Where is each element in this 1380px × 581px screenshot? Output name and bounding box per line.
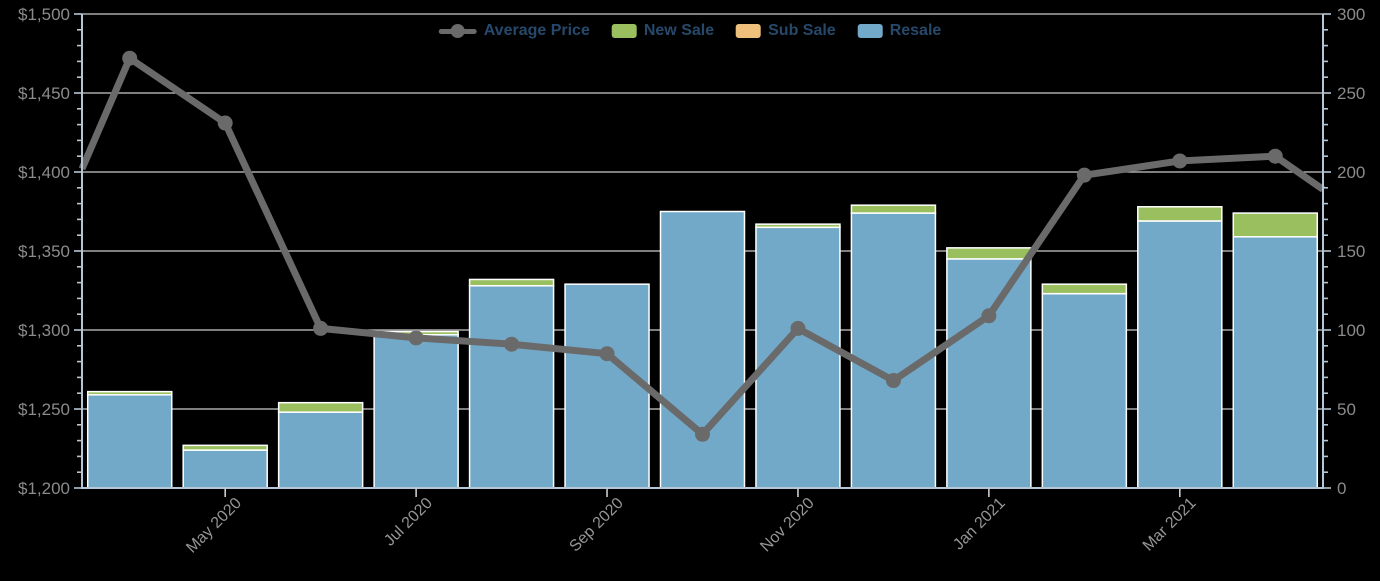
new-sale-bar-segment[interactable] bbox=[1232, 212, 1319, 238]
resale-bar-segment[interactable] bbox=[1232, 236, 1319, 489]
average-price-marker[interactable] bbox=[1267, 148, 1283, 164]
new-sale-bar-segment[interactable] bbox=[755, 223, 841, 229]
average-price-marker[interactable] bbox=[790, 320, 806, 336]
resale-bar-segment[interactable] bbox=[946, 258, 1032, 489]
new-sale-bar-segment[interactable] bbox=[277, 401, 364, 413]
legend-label-sub-sale: Sub Sale bbox=[768, 22, 836, 39]
legend-label-resale: Resale bbox=[889, 22, 942, 39]
average-price-marker[interactable] bbox=[217, 115, 233, 131]
average-price-line-icon bbox=[438, 23, 477, 39]
left-axis-label: $1,300 bbox=[18, 321, 70, 340]
resale-bar-segment[interactable] bbox=[277, 411, 364, 489]
average-price-marker[interactable] bbox=[695, 426, 710, 442]
average-price-marker[interactable] bbox=[885, 373, 901, 389]
right-axis-label: 250 bbox=[1337, 84, 1365, 103]
right-axis-label: 100 bbox=[1337, 321, 1365, 340]
legend-item-new-sale[interactable]: New Sale bbox=[611, 22, 715, 40]
right-axis-label: 50 bbox=[1337, 400, 1356, 419]
new-sale-bar-segment[interactable] bbox=[946, 247, 1032, 260]
x-axis-label: Jan 2021 bbox=[950, 495, 1009, 554]
average-price-marker[interactable] bbox=[408, 330, 424, 346]
sub-sale-swatch-icon bbox=[736, 24, 762, 38]
resale-bar-segment[interactable] bbox=[468, 285, 555, 489]
new-sale-bar-segment[interactable] bbox=[182, 444, 268, 451]
x-axis-label: Mar 2021 bbox=[1140, 495, 1200, 555]
legend-item-resale[interactable]: Resale bbox=[857, 22, 942, 40]
x-axis-label: Sep 2020 bbox=[566, 495, 627, 556]
resale-swatch-icon bbox=[857, 24, 883, 38]
right-axis-label: 0 bbox=[1337, 479, 1346, 498]
new-sale-swatch-icon bbox=[611, 24, 637, 38]
resale-bar-segment[interactable] bbox=[1041, 292, 1128, 489]
average-price-marker[interactable] bbox=[504, 336, 520, 352]
left-axis-label: $1,200 bbox=[18, 479, 70, 498]
resale-bar-segment[interactable] bbox=[659, 210, 746, 489]
average-price-marker[interactable] bbox=[313, 320, 329, 336]
resale-bar-segment[interactable] bbox=[86, 394, 173, 489]
right-axis-label: 200 bbox=[1337, 163, 1365, 182]
new-sale-bar-segment[interactable] bbox=[86, 390, 173, 396]
resale-bar-segment[interactable] bbox=[1137, 220, 1223, 489]
legend-label-average-price: Average Price bbox=[483, 22, 590, 39]
new-sale-bar-segment[interactable] bbox=[468, 278, 555, 287]
right-axis-label: 300 bbox=[1337, 5, 1365, 24]
x-axis-label: May 2020 bbox=[183, 495, 245, 557]
resale-bar-segment[interactable] bbox=[564, 283, 650, 489]
left-axis-label: $1,500 bbox=[18, 5, 70, 24]
left-axis-label: $1,250 bbox=[18, 400, 70, 419]
average-price-marker[interactable] bbox=[122, 50, 138, 66]
new-sale-bar-segment[interactable] bbox=[1041, 283, 1128, 295]
left-axis-label: $1,450 bbox=[18, 84, 70, 103]
legend-label-new-sale: New Sale bbox=[643, 22, 715, 39]
resale-bar-segment[interactable] bbox=[373, 333, 459, 489]
legend-item-sub-sale[interactable]: Sub Sale bbox=[736, 22, 836, 40]
new-sale-bar-segment[interactable] bbox=[850, 204, 937, 214]
left-axis-label: $1,350 bbox=[18, 242, 70, 261]
new-sale-bar-segment[interactable] bbox=[1137, 206, 1223, 222]
left-axis-label: $1,400 bbox=[18, 163, 70, 182]
average-price-marker[interactable] bbox=[1076, 167, 1092, 183]
right-axis-label: 150 bbox=[1337, 242, 1365, 261]
legend-item-average-price[interactable]: Average Price bbox=[438, 22, 590, 40]
x-axis-label: Nov 2020 bbox=[757, 495, 818, 556]
average-price-marker[interactable] bbox=[599, 346, 615, 362]
x-axis-label: Jul 2020 bbox=[381, 495, 436, 550]
resale-bar-segment[interactable] bbox=[850, 212, 937, 489]
average-price-marker[interactable] bbox=[1172, 153, 1188, 169]
resale-bar-segment[interactable] bbox=[182, 449, 268, 489]
average-price-marker[interactable] bbox=[981, 308, 997, 324]
chart-legend: Average Price New Sale Sub Sale Resale bbox=[438, 22, 942, 40]
